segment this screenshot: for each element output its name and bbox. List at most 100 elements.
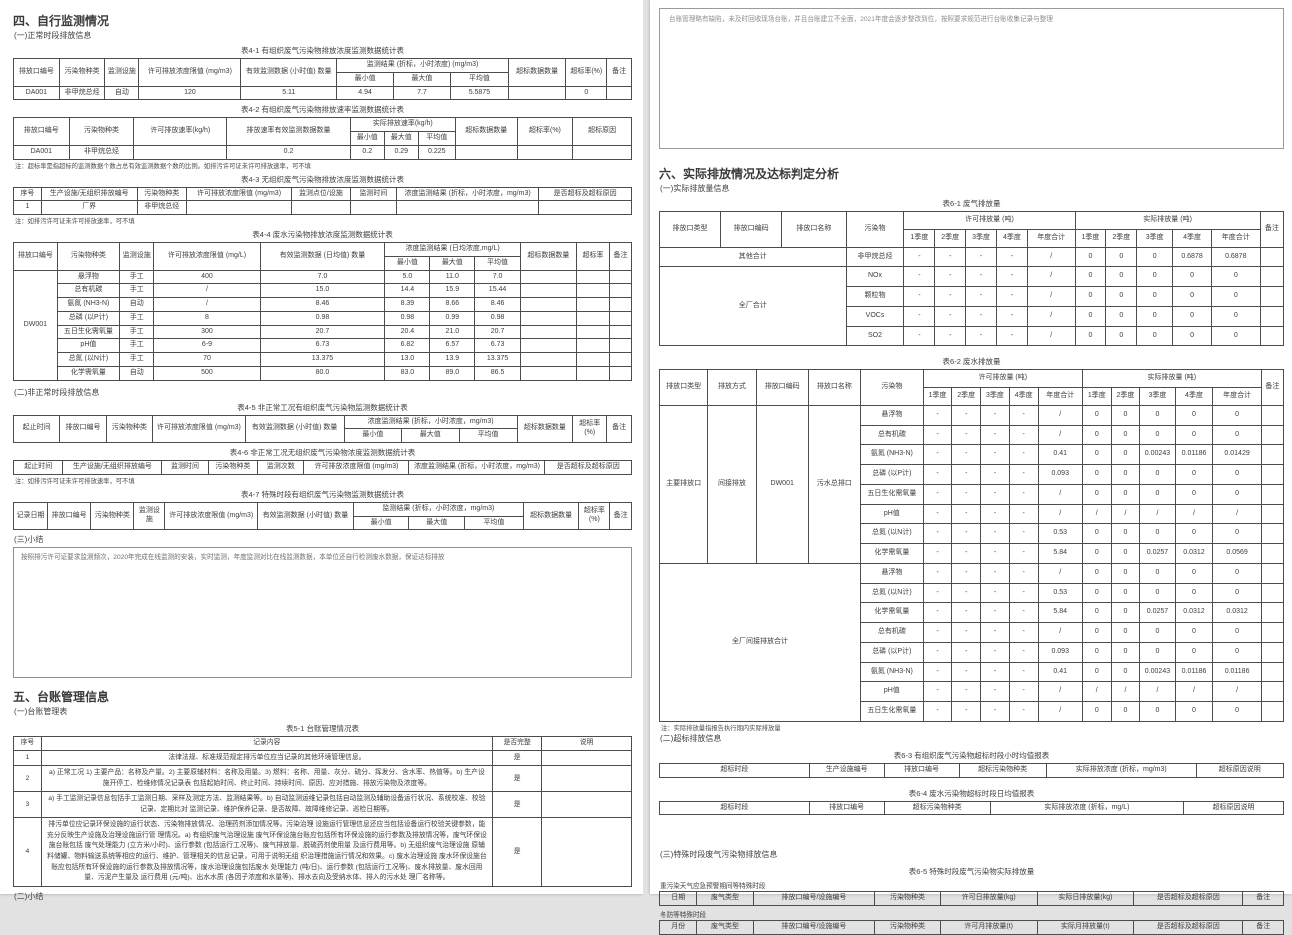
table-cell: 3季度 bbox=[1136, 228, 1174, 248]
table-cell: 0 bbox=[1074, 305, 1107, 327]
table-cell: 是 bbox=[491, 817, 543, 887]
table-cell: 监测结果 (折标，小时浓度) (mg/m3) bbox=[336, 58, 509, 73]
table-cell: 主要排放口 bbox=[658, 404, 709, 564]
table-cell bbox=[519, 338, 578, 353]
table-cell: 超标数据数量 bbox=[454, 117, 518, 146]
table-cell: / bbox=[1037, 483, 1083, 505]
note-under-table-4-3: 注：如排污许可证未许可排放速率，可不填 bbox=[15, 218, 135, 225]
table-cell bbox=[396, 200, 540, 215]
table-cell: 5.11 bbox=[240, 85, 338, 101]
table-cell bbox=[609, 365, 632, 381]
table-cell: / bbox=[1026, 266, 1076, 287]
table-cell: - bbox=[922, 404, 953, 426]
table-cell bbox=[1260, 641, 1285, 663]
table-cell: 手工 bbox=[119, 324, 155, 340]
table-cell: 5.0 bbox=[384, 269, 431, 285]
table-cell: 0 bbox=[1174, 701, 1214, 722]
table-cell: 许可排放浓度限值 (mg/m3) bbox=[186, 186, 293, 202]
table-cell: 最大值 bbox=[429, 255, 476, 271]
table-cell: pH值 bbox=[860, 503, 924, 525]
table-cell: 有效监测数据 (小时值) 数量 bbox=[244, 414, 345, 443]
table-cell: - bbox=[922, 641, 953, 663]
table-cell: - bbox=[922, 523, 953, 544]
table-cell: 0 bbox=[1136, 325, 1174, 347]
table-cell: 0 bbox=[1081, 701, 1112, 722]
table-cell: - bbox=[965, 325, 998, 347]
table-cell: 0 bbox=[1105, 305, 1138, 327]
table-cell: 4季度 bbox=[996, 228, 1028, 248]
table-cell: 排放口编号 bbox=[59, 414, 107, 443]
page-gutter bbox=[643, 0, 650, 894]
table-cell: 0 bbox=[1210, 305, 1261, 327]
table-cell: 0 bbox=[1139, 523, 1176, 544]
table-cell: 0.53 bbox=[1037, 582, 1083, 604]
table-cell: 3 bbox=[13, 791, 42, 819]
table-cell: 监测设施 bbox=[133, 501, 166, 531]
table-4-7-special-period-organized-gas: 记录日期 排放口编号 污染物种类 监测设施 许可排放浓度限值 (mg/m3) 有效监测数据… bbox=[13, 501, 632, 531]
table-cell: 排放口编号 bbox=[13, 242, 58, 271]
table-cell: - bbox=[980, 602, 1010, 623]
table-cell: 3季度 bbox=[1139, 387, 1176, 406]
table-cell: 超标时段 bbox=[659, 762, 810, 778]
table-cell: 总磷 (以P计) bbox=[56, 310, 121, 326]
table-cell: 超标数据数量 bbox=[522, 501, 580, 531]
table-cell: 最大值 bbox=[383, 131, 419, 146]
table-cell: - bbox=[951, 503, 982, 525]
table-cell: 平均值 bbox=[449, 71, 509, 87]
table-cell: - bbox=[996, 286, 1028, 307]
table-cell bbox=[1260, 681, 1285, 702]
table-cell bbox=[576, 297, 611, 312]
table-cell: - bbox=[922, 503, 953, 525]
table-cell: / bbox=[153, 283, 261, 298]
table-cell bbox=[1259, 305, 1285, 327]
table-cell: 排放口名称 bbox=[807, 369, 862, 406]
table-cell: 起止时间 bbox=[12, 414, 61, 443]
table-cell: 监测点位/设施 bbox=[291, 186, 351, 202]
table-cell: 超标数据数量 bbox=[519, 242, 578, 271]
table-cell: 0 bbox=[1212, 424, 1262, 446]
table-cell: 悬浮物 bbox=[860, 404, 924, 426]
table-cell bbox=[1259, 286, 1285, 307]
table-cell: 0.00243 bbox=[1139, 444, 1176, 465]
table-cell: 污染物种类 bbox=[207, 460, 259, 475]
table-cell: 实际排放浓度 (折标，mg/m3) bbox=[1045, 762, 1197, 778]
table-cell: 平均值 bbox=[458, 428, 518, 443]
table-cell: 污染物种类 bbox=[874, 920, 941, 935]
table-cell: 备注 bbox=[1259, 211, 1285, 248]
table-cell bbox=[576, 365, 611, 381]
table-4-5-abnormal-organized-gas: 起止时间 排放口编号 污染物种类 许可排放浓度限值 (mg/m3) 有效监测数据 (小时… bbox=[12, 414, 632, 444]
table-cell: 0 bbox=[1081, 404, 1112, 426]
table-cell: 0 bbox=[1139, 464, 1176, 485]
table-cell: 超标率(%) bbox=[516, 117, 574, 146]
table-cell bbox=[454, 144, 518, 160]
table-cell: 排放口编号 bbox=[13, 58, 60, 87]
table-cell: - bbox=[922, 602, 953, 623]
table-cell: 许可排放浓度限值 (mg/m3) bbox=[152, 414, 246, 443]
table-cell: 2季度 bbox=[934, 228, 967, 248]
table-cell: 1 bbox=[13, 200, 42, 215]
table-cell: 超标率(%) bbox=[578, 501, 611, 531]
table-cell: 83.0 bbox=[384, 365, 431, 381]
table-cell: - bbox=[934, 266, 967, 287]
table-cell bbox=[606, 85, 632, 101]
table-cell: - bbox=[1008, 562, 1039, 584]
table-cell: 污染物 bbox=[860, 369, 924, 406]
table-cell: 0 bbox=[1081, 582, 1112, 604]
table-cell: 15.0 bbox=[259, 283, 386, 298]
table-cell: 0.01186 bbox=[1212, 661, 1262, 683]
table-cell: 有效监测数据 (小时值) 数量 bbox=[240, 58, 338, 87]
table-cell: 备注 bbox=[1260, 369, 1285, 406]
table-cell: 超标时段 bbox=[659, 800, 810, 816]
table-cell bbox=[519, 283, 578, 298]
table-cell: 监测时间 bbox=[161, 460, 209, 475]
table-cell: 监测设施 bbox=[104, 58, 140, 87]
table-cell: 0 bbox=[1174, 464, 1214, 485]
table-cell: - bbox=[980, 622, 1010, 643]
table-cell: 超标原因说明 bbox=[1195, 762, 1285, 778]
table-4-1-organized-gas-concentration: 排放口编号 污染物种类 监测设施 许可排放浓度限值 (mg/m3) 有效监测数据 (小时… bbox=[13, 58, 632, 101]
table-cell: 70 bbox=[153, 352, 261, 367]
table-cell: - bbox=[980, 681, 1010, 702]
table-cell: 污染物种类 bbox=[105, 414, 154, 443]
table-cell: 实际排放速率(kg/h) bbox=[349, 117, 456, 132]
table-cell: 年度合计 bbox=[1212, 387, 1262, 406]
